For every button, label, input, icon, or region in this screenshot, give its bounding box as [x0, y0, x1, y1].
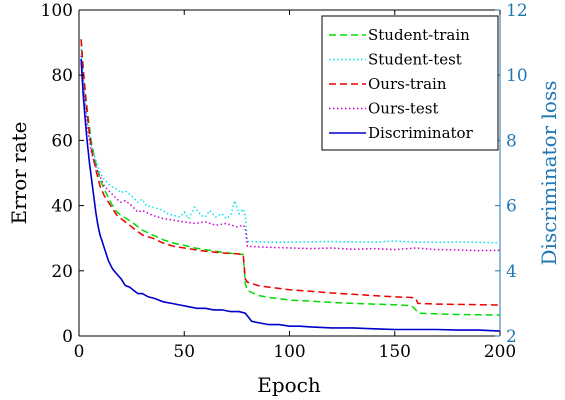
y-tick-label: 0: [62, 327, 73, 347]
series-line-ours-test: [80, 55, 501, 252]
x-tick-label: 50: [173, 342, 195, 362]
y2-tick-label: 4: [506, 262, 517, 282]
y-tick-label: 100: [41, 1, 73, 21]
series-line-student-test: [80, 49, 501, 244]
y2-tick-label: 8: [506, 131, 517, 151]
legend: Student-train Student-test Ours-train Ours-…: [321, 15, 499, 151]
y-axis-title: Error rate: [7, 121, 31, 224]
legend-label: Ours-train: [368, 75, 447, 93]
y-tick-label: 60: [51, 131, 73, 151]
y-tick-label: 80: [51, 66, 73, 86]
legend-label: Discriminator: [368, 124, 474, 142]
y2-tick-label: 10: [506, 66, 528, 86]
y2-tick-label: 6: [506, 197, 517, 217]
legend-label: Ours-test: [368, 100, 439, 118]
series-line-student-train: [80, 39, 501, 316]
x-tick-label: 200: [484, 342, 516, 362]
x-tick-label: 150: [379, 342, 411, 362]
y2-tick-label: 12: [506, 1, 528, 21]
x-tick-label: 0: [74, 342, 85, 362]
y-tick-label: 20: [51, 262, 73, 282]
series-line-discriminator: [80, 58, 501, 332]
ticks-layer: 0 50 100 150 200 0 20 40 60 80 100 2 4 6 8 10 12: [41, 1, 528, 362]
y2-tick-label: 2: [506, 327, 517, 347]
legend-label: Student-test: [368, 51, 462, 69]
series-layer: [80, 39, 501, 332]
x-axis-title: Epoch: [257, 373, 321, 397]
y2-axis-title: Discriminator loss: [537, 81, 561, 266]
series-line-ours-train: [80, 39, 501, 306]
legend-label: Student-train: [368, 26, 470, 44]
x-tick-label: 100: [273, 342, 305, 362]
y-tick-label: 40: [51, 197, 73, 217]
legend-box: [321, 15, 499, 151]
